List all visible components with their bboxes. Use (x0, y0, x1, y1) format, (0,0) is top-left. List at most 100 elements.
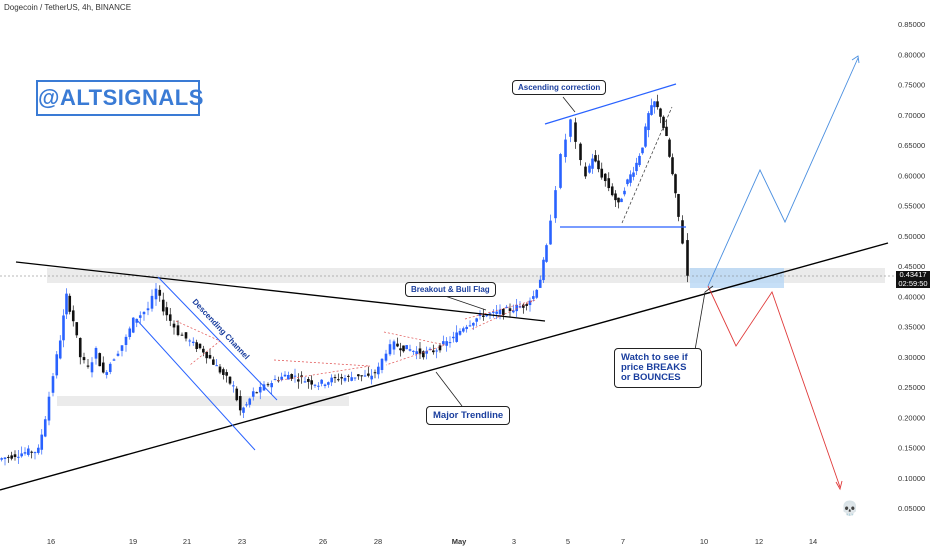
y-tick-label: 0.05000 (898, 504, 925, 513)
x-tick-label: 7 (621, 537, 625, 546)
altsignals-watermark: @ALTSIGNALS (36, 80, 203, 116)
candle-body (508, 308, 512, 311)
candle-body (538, 279, 542, 288)
y-tick-label: 0.75000 (898, 81, 925, 90)
candle-body (20, 453, 23, 457)
candle-body (242, 407, 245, 413)
candle-body (600, 168, 604, 178)
candle-body (492, 311, 495, 313)
candle-body (138, 315, 142, 318)
candle-body (300, 375, 303, 378)
candle-body (525, 304, 528, 306)
candle-body (68, 295, 72, 312)
candle-body (465, 326, 468, 330)
resistance-zone (47, 268, 885, 283)
candle-body (594, 155, 597, 162)
x-tick-label: 26 (319, 537, 327, 546)
candle-body (255, 392, 259, 394)
candle-body (184, 332, 188, 339)
major-trendline (0, 242, 889, 491)
candle-body (215, 365, 218, 367)
candle-body (317, 385, 320, 387)
candle-body (142, 311, 146, 315)
candle-body (323, 384, 327, 387)
candle-body (176, 325, 180, 336)
current-price-tag: 0.43417 02:59:50 (896, 270, 930, 288)
candle-body (146, 308, 150, 311)
candle-body (116, 353, 120, 356)
x-tick-label: 10 (700, 537, 708, 546)
candle-body (23, 452, 27, 454)
candle-body (258, 386, 262, 393)
candle-body (422, 351, 425, 358)
candle-body (124, 336, 128, 346)
x-tick-label: 16 (47, 537, 55, 546)
candle-body (280, 376, 283, 380)
candle-body (188, 340, 192, 342)
candle-body (71, 310, 75, 322)
candle-body (154, 288, 158, 300)
candle-body (58, 340, 62, 359)
candle-body (591, 158, 594, 169)
x-tick-label: 12 (755, 537, 763, 546)
candle-body (135, 318, 139, 323)
candle-body (574, 122, 577, 142)
break-arrowhead (835, 480, 843, 491)
x-tick-label: 28 (374, 537, 382, 546)
candle-body (505, 306, 508, 308)
candle-body (350, 377, 353, 381)
y-tick-label: 0.20000 (898, 413, 925, 422)
candle-body (412, 350, 415, 352)
candle-body (40, 434, 44, 450)
candle-body (475, 318, 478, 322)
candle-body (340, 377, 343, 379)
candle-body (638, 155, 641, 166)
candle-body (158, 289, 162, 296)
candle-body (564, 139, 567, 158)
x-tick-label: 3 (512, 537, 516, 546)
candle-body (495, 311, 498, 314)
dashed-patterns (175, 299, 536, 382)
candle-body (388, 344, 392, 355)
candle-body (17, 456, 20, 458)
candle-body (235, 388, 239, 401)
candle-body (620, 198, 623, 203)
candle-body (597, 160, 600, 170)
bounce-scenario-path (707, 57, 859, 287)
candle-body (343, 377, 347, 381)
candle-body (641, 147, 644, 154)
candle-body (232, 385, 235, 387)
candle-body (105, 372, 109, 375)
candle-body (266, 384, 270, 386)
x-tick-label: May (452, 537, 467, 546)
candle-body (432, 350, 435, 353)
candle-body (458, 330, 462, 335)
candle-body (445, 341, 448, 346)
candle-body (448, 342, 452, 344)
y-tick-label: 0.65000 (898, 141, 925, 150)
candle-body (653, 101, 656, 108)
candle-body (3, 457, 7, 460)
candle-body (626, 179, 629, 185)
candle-body (251, 391, 255, 397)
support-zone (57, 396, 349, 406)
candle-body (402, 345, 405, 352)
candle-body (662, 116, 665, 128)
y-tick-label: 0.10000 (898, 474, 925, 483)
x-tick-label: 19 (129, 537, 137, 546)
breakout-callout-connector (444, 295, 487, 311)
candle-body (656, 101, 659, 108)
candle-body (686, 240, 689, 276)
candle-body (418, 348, 422, 355)
candle-body (313, 384, 317, 386)
candle-body (659, 108, 662, 117)
candle-body (337, 379, 340, 381)
candle-body (218, 366, 222, 373)
candle-body (579, 143, 582, 161)
candle-body (462, 328, 465, 332)
candle-body (384, 353, 388, 361)
candle-body (78, 337, 82, 358)
candle-body (405, 345, 408, 350)
candle-body (198, 343, 202, 349)
